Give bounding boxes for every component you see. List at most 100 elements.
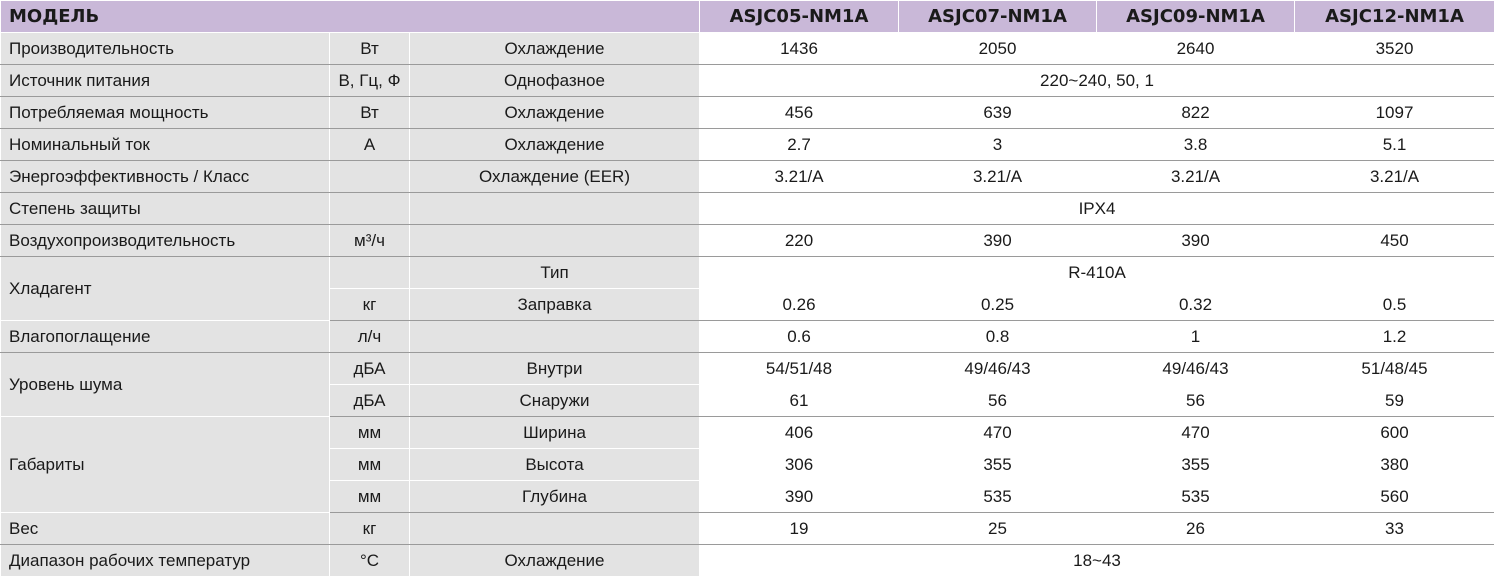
value-cell: 3.21/A <box>1294 160 1494 193</box>
value-cell: 3520 <box>1294 32 1494 65</box>
value-cell: 450 <box>1294 224 1494 257</box>
value-cell: 639 <box>898 96 1098 129</box>
unit-label: В, Гц, Ф <box>329 64 410 97</box>
value-cell: 560 <box>1294 480 1494 513</box>
value-cell: 306 <box>699 448 900 481</box>
value-cell: 0.8 <box>898 320 1098 353</box>
value-cell: 0.26 <box>699 288 900 321</box>
model-label: МОДЕЛЬ <box>0 0 701 33</box>
unit-label <box>329 160 410 193</box>
value-cell-merged: 18~43 <box>699 544 1494 577</box>
mode-label: Глубина <box>408 480 701 513</box>
value-cell: 390 <box>699 480 900 513</box>
table-row: кг Заправка 0.26 0.25 0.32 0.5 <box>1 288 1494 321</box>
mode-label: Внутри <box>408 352 701 385</box>
value-cell: 355 <box>1096 448 1296 481</box>
table-row: Потребляемая мощность Вт Охлаждение 456 … <box>0 96 1494 129</box>
value-cell: 33 <box>1294 512 1494 545</box>
value-cell: 2050 <box>898 32 1098 65</box>
value-cell: 456 <box>699 96 900 129</box>
unit-label: кг <box>329 512 410 545</box>
value-cell: 1 <box>1096 320 1296 353</box>
unit-label: °C <box>329 544 410 577</box>
mode-label: Охлаждение (EER) <box>408 160 701 193</box>
unit-label: м³/ч <box>329 224 410 257</box>
value-cell: 5.1 <box>1294 128 1494 161</box>
table-row: Хладагент Тип R-410A <box>0 256 1494 321</box>
param-label: Уровень шума <box>0 352 330 417</box>
value-cell: 355 <box>898 448 1098 481</box>
value-cell: 49/46/43 <box>1096 352 1296 385</box>
value-cell: 822 <box>1096 96 1296 129</box>
value-cell: 56 <box>1096 384 1296 417</box>
param-label: Хладагент <box>0 256 330 321</box>
param-label: Степень защиты <box>0 192 330 225</box>
value-cell: 1436 <box>699 32 900 65</box>
mode-label <box>408 512 701 545</box>
value-cell: 2640 <box>1096 32 1296 65</box>
table-row: мм Глубина 390 535 535 560 <box>1 480 1494 513</box>
table-row: Источник питания В, Гц, Ф Однофазное 220… <box>0 64 1494 97</box>
table-row: Номинальный ток А Охлаждение 2.7 3 3.8 5… <box>0 128 1494 161</box>
value-cell: 3.21/A <box>898 160 1098 193</box>
mode-label <box>408 224 701 257</box>
mode-label: Заправка <box>408 288 701 321</box>
mode-label: Снаружи <box>408 384 701 417</box>
model-name: ASJC05-NM1A <box>699 0 900 33</box>
unit-label: мм <box>329 416 410 449</box>
unit-label: мм <box>329 480 410 513</box>
unit-label: А <box>329 128 410 161</box>
unit-label <box>329 256 410 289</box>
param-label: Вес <box>0 512 330 545</box>
param-label: Потребляемая мощность <box>0 96 330 129</box>
value-cell: 406 <box>699 416 900 449</box>
value-cell: 390 <box>1096 224 1296 257</box>
value-cell: 470 <box>1096 416 1296 449</box>
table-row: Уровень шума дБА Внутри 54/51/48 49/46/4… <box>0 352 1494 417</box>
table-row: Габариты мм Ширина 406 470 470 600 <box>0 416 1494 513</box>
mode-label: Высота <box>408 448 701 481</box>
param-label: Номинальный ток <box>0 128 330 161</box>
value-cell: 600 <box>1294 416 1494 449</box>
value-cell-merged: R-410A <box>699 256 1494 289</box>
mode-label: Охлаждение <box>408 544 701 577</box>
mode-label: Тип <box>408 256 701 289</box>
value-cell: 61 <box>699 384 900 417</box>
mode-label: Охлаждение <box>408 128 701 161</box>
value-cell-merged: 220~240, 50, 1 <box>699 64 1494 97</box>
table-row: Вес кг 19 25 26 33 <box>0 512 1494 545</box>
param-label: Воздухопроизводительность <box>0 224 330 257</box>
value-cell: 380 <box>1294 448 1494 481</box>
unit-label: Вт <box>329 96 410 129</box>
value-cell: 26 <box>1096 512 1296 545</box>
model-name: ASJC07-NM1A <box>898 0 1098 33</box>
value-cell: 1097 <box>1294 96 1494 129</box>
value-cell: 2.7 <box>699 128 900 161</box>
value-cell: 535 <box>1096 480 1296 513</box>
unit-label: мм <box>329 448 410 481</box>
param-label: Производительность <box>0 32 330 65</box>
mode-label: Охлаждение <box>408 32 701 65</box>
table-row: Производительность Вт Охлаждение 1436 20… <box>0 32 1494 65</box>
value-cell: 56 <box>898 384 1098 417</box>
value-cell: 220 <box>699 224 900 257</box>
value-cell: 1.2 <box>1294 320 1494 353</box>
param-label: Диапазон рабочих температур <box>0 544 330 577</box>
value-cell: 59 <box>1294 384 1494 417</box>
value-cell-merged: IPX4 <box>699 192 1494 225</box>
param-label: Габариты <box>0 416 330 513</box>
table-row: Воздухопроизводительность м³/ч 220 390 3… <box>0 224 1494 257</box>
value-cell: 0.6 <box>699 320 900 353</box>
table-row: мм Высота 306 355 355 380 <box>1 448 1494 481</box>
value-cell: 535 <box>898 480 1098 513</box>
value-cell: 54/51/48 <box>699 352 900 385</box>
unit-label: кг <box>329 288 410 321</box>
value-cell: 25 <box>898 512 1098 545</box>
unit-label <box>329 192 410 225</box>
model-name: ASJC12-NM1A <box>1294 0 1494 33</box>
unit-label: л/ч <box>329 320 410 353</box>
value-cell: 19 <box>699 512 900 545</box>
value-cell: 0.5 <box>1294 288 1494 321</box>
unit-label: Вт <box>329 32 410 65</box>
